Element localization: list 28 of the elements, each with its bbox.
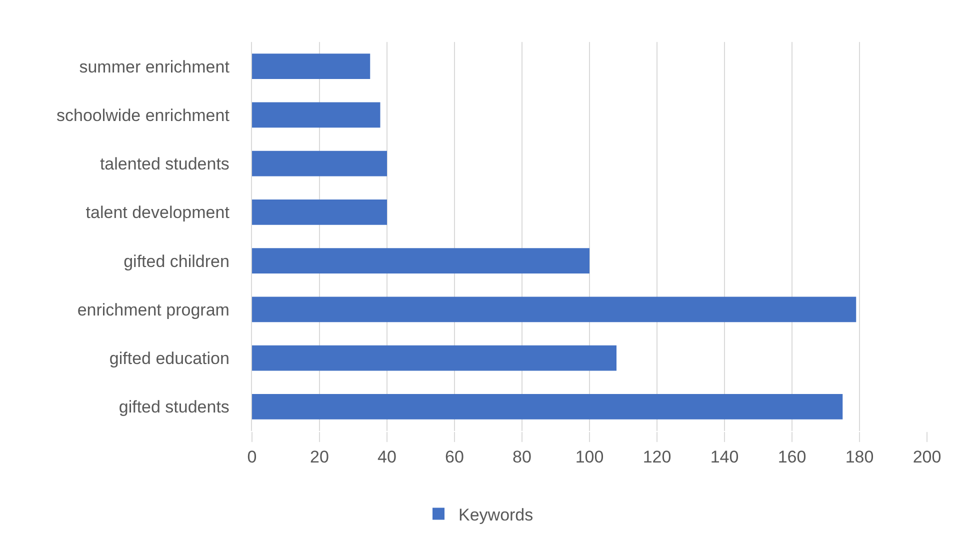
x-tick-label: 120 [642, 447, 672, 466]
x-tick-label: 140 [710, 447, 739, 466]
x-tick-label: 60 [445, 447, 464, 466]
x-tick-label: 180 [845, 447, 874, 466]
x-tick-label: 100 [575, 447, 604, 466]
y-tick-label: talented students [100, 154, 230, 174]
x-tick-label: 160 [778, 447, 806, 466]
x-tick-label: 20 [310, 447, 329, 466]
x-tick-label: 40 [378, 447, 396, 466]
bar [252, 54, 370, 79]
y-tick-label: gifted children [124, 252, 230, 271]
y-tick-label: enrichment program [77, 300, 230, 320]
bar [252, 150, 387, 176]
bar [252, 248, 590, 274]
y-tick-label: talent development [86, 203, 230, 222]
bar [252, 200, 387, 225]
legend-label: Keywords [458, 505, 534, 524]
y-tick-label: schoolwide enrichment [56, 106, 230, 125]
x-tick-label: 80 [512, 447, 532, 466]
y-tick-label: gifted students [118, 398, 230, 417]
bar [252, 345, 616, 371]
bar [252, 394, 843, 420]
x-tick-label: 200 [912, 447, 942, 466]
y-tick-label: summer enrichment [79, 57, 230, 76]
y-tick-label: gifted education [109, 349, 230, 368]
bar [252, 102, 380, 128]
x-tick-label: 0 [247, 447, 257, 466]
bar [252, 296, 856, 322]
